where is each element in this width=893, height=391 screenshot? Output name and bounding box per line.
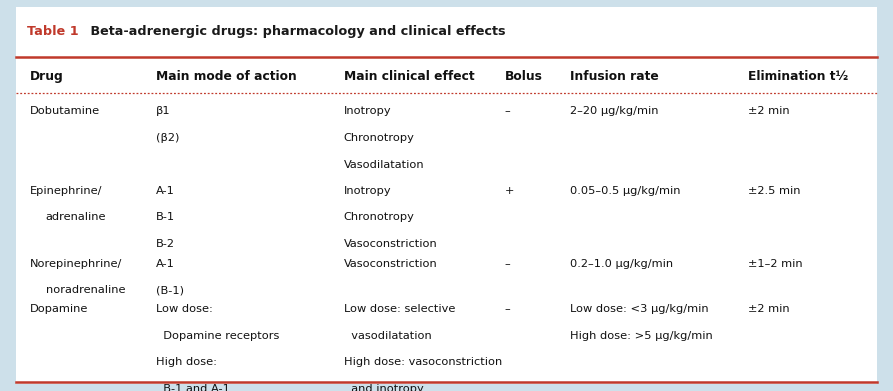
Text: Dobutamine: Dobutamine [29, 106, 100, 117]
Text: A-1: A-1 [156, 186, 175, 196]
Text: Low dose: <3 μg/kg/min: Low dose: <3 μg/kg/min [570, 304, 708, 314]
Text: ±2.5 min: ±2.5 min [748, 186, 801, 196]
Text: A-1: A-1 [156, 259, 175, 269]
Text: 2–20 μg/kg/min: 2–20 μg/kg/min [570, 106, 658, 117]
Text: Vasoconstriction: Vasoconstriction [344, 259, 438, 269]
Text: β1: β1 [156, 106, 171, 117]
Text: +: + [505, 186, 513, 196]
Text: ±2 min: ±2 min [748, 304, 790, 314]
Text: Inotropy: Inotropy [344, 186, 391, 196]
Text: Inotropy: Inotropy [344, 106, 391, 117]
Text: Bolus: Bolus [505, 70, 542, 83]
Text: Beta-adrenergic drugs: pharmacology and clinical effects: Beta-adrenergic drugs: pharmacology and … [86, 25, 505, 38]
Text: B-1: B-1 [156, 212, 175, 222]
Text: (β2): (β2) [156, 133, 179, 143]
Text: 0.05–0.5 μg/kg/min: 0.05–0.5 μg/kg/min [570, 186, 680, 196]
Text: ±1–2 min: ±1–2 min [748, 259, 803, 269]
Text: B-1 and A-1: B-1 and A-1 [156, 384, 230, 391]
Text: Dopamine receptors: Dopamine receptors [156, 331, 280, 341]
Text: B-2: B-2 [156, 239, 175, 249]
Text: –: – [505, 106, 510, 117]
FancyBboxPatch shape [16, 7, 877, 384]
Text: –: – [505, 259, 510, 269]
Text: ±2 min: ±2 min [748, 106, 790, 117]
Text: Vasoconstriction: Vasoconstriction [344, 239, 438, 249]
Text: Drug: Drug [29, 70, 63, 83]
Text: High dose: >5 μg/kg/min: High dose: >5 μg/kg/min [570, 331, 713, 341]
Text: Chronotropy: Chronotropy [344, 212, 414, 222]
Text: Epinephrine/: Epinephrine/ [29, 186, 102, 196]
Text: Elimination t½: Elimination t½ [748, 70, 848, 83]
Text: and inotropy: and inotropy [344, 384, 423, 391]
Text: Vasodilatation: Vasodilatation [344, 160, 424, 170]
Text: 0.2–1.0 μg/kg/min: 0.2–1.0 μg/kg/min [570, 259, 672, 269]
Text: Main clinical effect: Main clinical effect [344, 70, 474, 83]
Text: Low dose: selective: Low dose: selective [344, 304, 455, 314]
Text: Infusion rate: Infusion rate [570, 70, 658, 83]
Text: adrenaline: adrenaline [46, 212, 106, 222]
Text: Table 1: Table 1 [27, 25, 79, 38]
Text: Norepinephrine/: Norepinephrine/ [29, 259, 121, 269]
Text: High dose: vasoconstriction: High dose: vasoconstriction [344, 357, 502, 368]
Text: vasodilatation: vasodilatation [344, 331, 431, 341]
Text: noradrenaline: noradrenaline [46, 285, 125, 296]
Text: Dopamine: Dopamine [29, 304, 88, 314]
Text: (B-1): (B-1) [156, 285, 184, 296]
Text: Low dose:: Low dose: [156, 304, 213, 314]
Text: Main mode of action: Main mode of action [156, 70, 297, 83]
Text: High dose:: High dose: [156, 357, 217, 368]
Text: –: – [505, 304, 510, 314]
Text: Chronotropy: Chronotropy [344, 133, 414, 143]
